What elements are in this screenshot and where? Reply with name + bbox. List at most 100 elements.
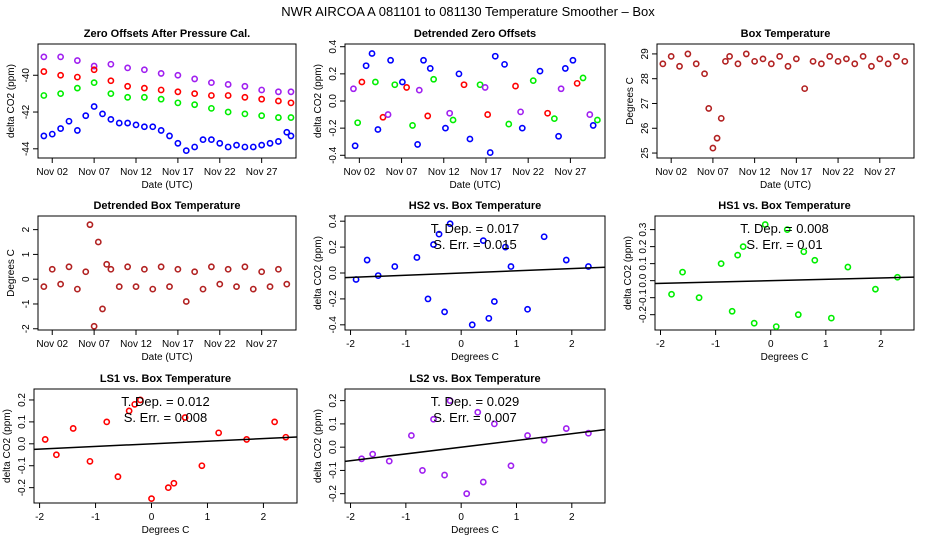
data-point — [207, 136, 215, 144]
y-tick-label: -1 — [21, 299, 32, 308]
data-point — [479, 237, 487, 245]
data-point — [166, 132, 173, 140]
data-point — [884, 60, 892, 68]
data-point — [199, 285, 207, 293]
data-point — [409, 122, 416, 129]
series-hs2 — [351, 50, 597, 156]
data-point — [136, 396, 144, 404]
data-point — [872, 285, 879, 293]
data-point — [413, 254, 421, 261]
data-point — [801, 85, 809, 93]
data-point — [182, 298, 190, 305]
plot-frame — [656, 43, 915, 159]
data-point — [258, 268, 266, 276]
y-tick-label: 0.1 — [17, 414, 28, 428]
data-point — [241, 93, 249, 101]
data-point — [48, 130, 56, 138]
y-tick-label: 0.0 — [328, 266, 339, 280]
data-point — [41, 436, 49, 443]
plot-frame — [654, 215, 915, 331]
data-point — [191, 101, 199, 109]
data-point — [507, 263, 515, 270]
y-tick-label: 29 — [640, 48, 651, 60]
y-axis-label: Degrees C — [6, 249, 17, 297]
plot-frame — [33, 388, 298, 504]
data-point — [391, 81, 399, 89]
panel-p1: Zero Offsets After Pressure Cal. Nov 02 No… — [6, 28, 297, 191]
data-point — [107, 115, 115, 123]
data-point — [157, 86, 165, 94]
x-tick-label: -2 — [35, 512, 44, 523]
data-point — [287, 114, 295, 121]
x-axis-label: Degrees C — [451, 352, 499, 363]
data-point — [73, 57, 81, 64]
data-point — [817, 60, 825, 68]
data-point — [90, 79, 98, 87]
x-tick-label: Nov 27 — [246, 339, 278, 350]
x-tick-label: 2 — [261, 512, 267, 523]
data-point — [540, 436, 548, 444]
data-point — [901, 57, 909, 65]
data-point — [82, 112, 90, 120]
data-point — [125, 407, 133, 415]
data-point — [131, 400, 139, 408]
x-axis-label: Date (UTC) — [141, 352, 192, 363]
data-point — [224, 265, 232, 273]
data-point — [182, 147, 190, 155]
data-point — [468, 321, 476, 329]
data-point — [57, 90, 65, 98]
data-point — [275, 114, 282, 121]
data-point — [399, 78, 406, 86]
series-ls1 — [41, 396, 290, 503]
x-tick-label: -2 — [346, 339, 355, 350]
data-point — [460, 81, 468, 89]
data-point — [57, 53, 65, 61]
panel-p3: Box Temperature Nov 02 Nov 07 Nov 12 Nov 17 N… — [625, 28, 915, 191]
y-tick-label: 0.3 — [638, 222, 649, 236]
data-point — [57, 280, 65, 288]
data-point — [544, 109, 551, 117]
data-point — [476, 81, 484, 89]
y-tick-label: -0.2 — [17, 479, 28, 497]
data-point — [124, 82, 132, 90]
data-point — [224, 92, 232, 99]
panel-p6: HS1 vs. Box Temperature -2 -1 0 1 2 -0.2-0.1 0.… — [623, 200, 915, 363]
data-point — [65, 117, 73, 125]
data-point — [224, 108, 232, 116]
data-point — [174, 99, 182, 107]
data-point — [481, 84, 489, 91]
panel-p2: Detrended Zero Offsets Nov 02 Nov 07 Nov 12… — [313, 28, 606, 191]
data-point — [659, 60, 667, 68]
data-point — [667, 52, 675, 60]
data-point — [107, 265, 115, 273]
regression-line — [33, 436, 298, 451]
data-point — [57, 125, 65, 132]
data-point — [518, 124, 526, 132]
y-tick-label: -0.2 — [328, 290, 339, 308]
data-point — [283, 280, 291, 288]
std-error-annotation: S. Err. = 0.01 — [746, 237, 822, 252]
data-point — [701, 70, 708, 78]
data-point — [107, 77, 115, 85]
data-point — [199, 136, 207, 144]
y-tick-label: 0.2 — [17, 393, 28, 407]
panel-title: Detrended Box Temperature — [93, 200, 240, 212]
data-point — [73, 285, 81, 293]
data-point — [486, 149, 494, 156]
data-point — [726, 52, 733, 60]
data-point — [287, 132, 295, 140]
data-point — [371, 78, 379, 86]
data-point — [57, 71, 65, 79]
data-point — [181, 414, 189, 421]
data-point — [485, 314, 493, 322]
data-point — [258, 112, 266, 120]
std-error-annotation: S. Err. = 0.015 — [433, 237, 516, 252]
data-point — [124, 93, 132, 101]
data-point — [430, 241, 437, 248]
data-point — [258, 86, 266, 94]
y-tick-label: -0.1 — [638, 289, 649, 307]
regression-line — [344, 428, 606, 463]
data-point — [52, 451, 60, 459]
data-point — [368, 50, 376, 57]
